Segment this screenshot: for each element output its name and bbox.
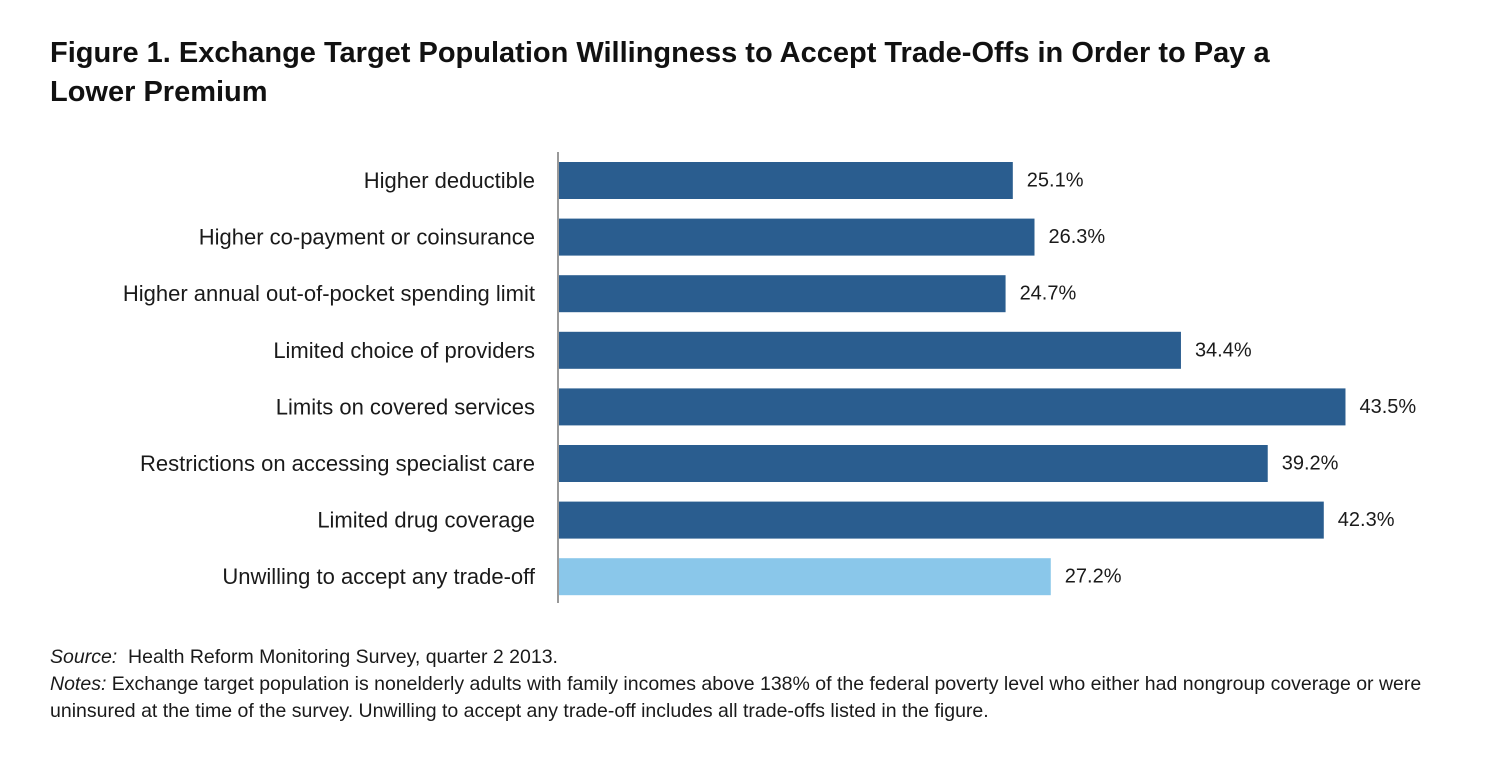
category-label: Limited drug coverage: [317, 508, 535, 533]
bar: [559, 558, 1051, 596]
figure-footer: Source: Health Reform Monitoring Survey,…: [50, 644, 1450, 725]
value-label: 34.4%: [1195, 339, 1252, 361]
source-label: Source:: [50, 646, 118, 668]
bar-chart: Higher deductible 25.1% Higher co-payment …: [123, 152, 1416, 603]
notes-label: Notes:: [50, 673, 107, 695]
category-label: Restrictions on accessing specialist car…: [140, 451, 535, 476]
value-label: 25.1%: [1027, 170, 1084, 192]
category-label: Unwilling to accept any trade-off: [222, 564, 536, 589]
bars-layer: Higher deductible 25.1% Higher co-payment …: [123, 162, 1416, 596]
category-label: Limited choice of providers: [273, 338, 535, 363]
value-label: 26.3%: [1049, 226, 1106, 248]
value-label: 27.2%: [1065, 566, 1122, 588]
source-text: Health Reform Monitoring Survey, quarter…: [128, 646, 558, 668]
category-label: Higher annual out-of-pocket spending lim…: [123, 281, 535, 306]
category-label: Limits on covered services: [276, 394, 535, 419]
notes-line: Notes: Exchange target population is non…: [50, 671, 1450, 725]
source-line: Source: Health Reform Monitoring Survey,…: [50, 644, 1450, 671]
value-label: 24.7%: [1020, 283, 1077, 305]
value-label: 43.5%: [1359, 396, 1416, 418]
bar: [559, 445, 1268, 482]
bar: [559, 501, 1324, 539]
value-label: 42.3%: [1338, 509, 1395, 531]
bar: [559, 331, 1181, 369]
chart-title: Figure 1. Exchange Target Population Wil…: [50, 37, 1270, 108]
category-label: Higher deductible: [364, 168, 535, 193]
notes-text: Exchange target population is nonelderly…: [50, 673, 1422, 722]
bar: [559, 162, 1013, 199]
bar: [559, 388, 1346, 426]
bar: [559, 275, 1006, 313]
bar: [559, 218, 1035, 256]
value-label: 39.2%: [1282, 453, 1339, 475]
category-label: Higher co-payment or coinsurance: [199, 225, 535, 250]
